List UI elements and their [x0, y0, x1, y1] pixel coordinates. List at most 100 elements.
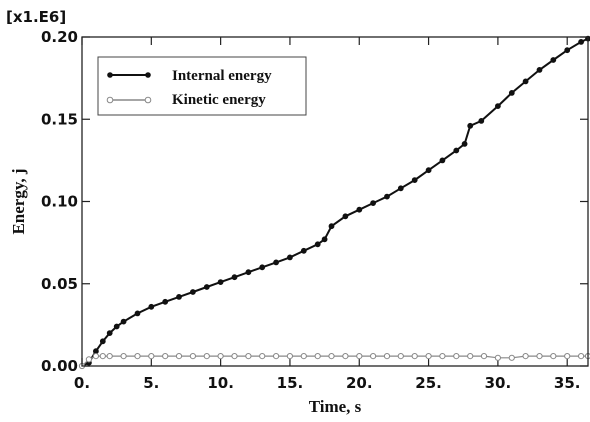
internal-energy-point [203, 284, 210, 290]
y-multiplier-label: [x1.E6] [6, 8, 66, 26]
kinetic-energy-point [536, 353, 543, 360]
kinetic-energy-point [439, 353, 446, 360]
kinetic-energy-point [300, 353, 307, 360]
kinetic-energy-point [120, 353, 127, 360]
internal-energy-point [300, 247, 307, 254]
internal-energy-point [162, 298, 169, 305]
y-tick-label: 0.20 [41, 28, 78, 46]
internal-energy-point [508, 90, 515, 96]
kinetic-energy-point [411, 353, 418, 360]
internal-energy-point [397, 185, 404, 192]
kinetic-energy-point [342, 353, 349, 360]
kinetic-energy-point [106, 353, 113, 360]
kinetic-energy-point [259, 353, 266, 360]
x-tick-label: 15. [277, 374, 304, 392]
internal-energy-point [245, 269, 252, 276]
internal-energy-point [93, 348, 99, 355]
legend: Internal energy Kinetic energy [97, 56, 307, 116]
internal-energy-point [467, 122, 474, 129]
y-tick-label: 0.15 [41, 110, 78, 128]
internal-energy-point [342, 213, 349, 220]
internal-energy-point [370, 200, 377, 207]
internal-energy-point [411, 177, 418, 184]
legend-label-kinetic: Kinetic energy [172, 92, 266, 108]
internal-energy-point [148, 303, 155, 310]
x-tick-label: 35. [554, 374, 581, 392]
kinetic-energy-point [314, 353, 321, 360]
kinetic-energy-point [578, 353, 585, 360]
x-tick-label: 0. [74, 374, 90, 392]
internal-energy-point [273, 259, 280, 266]
internal-energy-point [550, 57, 557, 63]
x-tick-label: 25. [415, 374, 442, 392]
y-tick-label: 0.00 [41, 357, 78, 375]
series-layer [78, 35, 590, 370]
kinetic-energy-point [189, 353, 196, 360]
kinetic-energy-point [99, 353, 106, 360]
kinetic-energy-point [494, 354, 501, 361]
kinetic-energy-line [81, 355, 588, 367]
internal-energy-point [314, 241, 321, 248]
kinetic-energy-point [564, 353, 571, 360]
kinetic-energy-point [480, 353, 488, 360]
internal-energy-point [384, 193, 390, 200]
kinetic-energy-point [162, 353, 169, 360]
kinetic-energy-point [370, 353, 377, 360]
internal-energy-point [120, 318, 127, 325]
kinetic-energy-point [245, 353, 252, 360]
internal-energy-point [522, 78, 529, 85]
internal-energy-point [176, 294, 182, 300]
internal-energy-point [578, 39, 584, 45]
y-tick-label: 0.05 [41, 275, 78, 293]
internal-energy-point [564, 47, 571, 54]
kinetic-energy-point [92, 353, 100, 360]
x-tick-label: 5. [143, 374, 159, 392]
legend-label-internal: Internal energy [172, 68, 272, 84]
internal-energy-point [99, 338, 106, 345]
internal-energy-point [478, 118, 485, 124]
y-axis-title: Energy, j [9, 168, 28, 234]
internal-energy-point [113, 323, 120, 330]
x-axis-title: Time, s [309, 397, 362, 416]
legend-item-internal: Internal energy [107, 68, 272, 84]
legend-item-kinetic: Kinetic energy [106, 92, 266, 108]
internal-energy-point [328, 223, 335, 230]
kinetic-energy-point [175, 353, 183, 360]
internal-energy-point [134, 310, 141, 317]
internal-energy-point [536, 67, 543, 73]
kinetic-energy-point [453, 353, 460, 360]
kinetic-energy-point [85, 356, 93, 363]
kinetic-energy-point [134, 353, 141, 360]
kinetic-energy-point [397, 353, 404, 360]
internal-energy-point [439, 157, 446, 164]
kinetic-energy-point [467, 353, 474, 360]
x-tick-label: 30. [485, 374, 512, 392]
internal-energy-point [217, 279, 224, 286]
kinetic-energy-point [356, 353, 363, 360]
kinetic-energy-point [231, 353, 238, 360]
kinetic-energy-point [425, 353, 432, 360]
legend-box [97, 56, 307, 116]
internal-energy-point [453, 147, 460, 154]
kinetic-energy-point [273, 353, 280, 360]
kinetic-energy-point [383, 353, 391, 360]
internal-energy-point [425, 167, 432, 174]
internal-energy-point [495, 103, 501, 109]
internal-energy-point [106, 330, 113, 337]
internal-energy-point [287, 254, 293, 261]
kinetic-energy-point [286, 353, 293, 360]
internal-energy-point [259, 264, 266, 271]
kinetic-energy-point [508, 354, 515, 361]
kinetic-energy-point [148, 353, 155, 360]
internal-energy-point [321, 236, 328, 243]
internal-energy-point [356, 206, 363, 213]
kinetic-energy-point [203, 353, 210, 360]
y-tick-label: 0.10 [41, 193, 78, 211]
x-tick-label: 10. [207, 374, 234, 392]
internal-energy-point [190, 289, 196, 295]
kinetic-energy-point [217, 353, 224, 360]
internal-energy-point [461, 141, 468, 147]
kinetic-energy-point [328, 353, 335, 360]
internal-energy-point [231, 274, 238, 281]
